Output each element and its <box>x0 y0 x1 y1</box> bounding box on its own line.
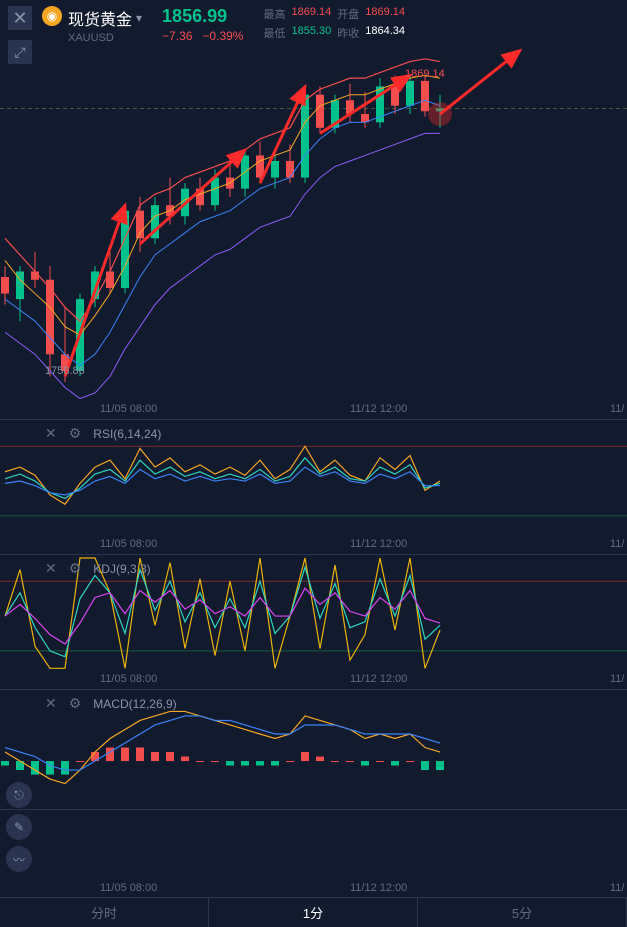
prev-label: 昨收 <box>337 25 359 41</box>
high-value: 1869.14 <box>291 6 331 22</box>
kdj-close-icon[interactable]: ✕ <box>45 560 57 577</box>
instrument-icon: ◉ <box>42 6 62 26</box>
drawing-tools: ⎋ ✎ 〰 <box>6 782 32 872</box>
low-label: 最低 <box>263 25 285 41</box>
rsi-panel[interactable]: ✕ ⚙ RSI(6,14,24) 11/05 08:0011/12 12:001… <box>0 420 627 555</box>
macd-close-icon[interactable]: ✕ <box>45 695 57 712</box>
high-label: 最高 <box>263 6 285 22</box>
rsi-close-icon[interactable]: ✕ <box>45 425 57 442</box>
last-price: 1856.99 <box>162 6 243 27</box>
bottom-time-axis: 11/05 08:0011/12 12:0011/ <box>0 882 627 897</box>
timeframe-分时[interactable]: 分时 <box>0 898 209 927</box>
timeframe-buttons: 分时1分5分 <box>0 897 627 927</box>
low-value: 1855.30 <box>291 25 331 41</box>
macd-settings-icon[interactable]: ⚙ <box>69 695 82 712</box>
open-value: 1869.14 <box>365 6 405 22</box>
rsi-settings-icon[interactable]: ⚙ <box>69 425 82 442</box>
macd-panel[interactable]: ✕ ⚙ MACD(12,26,9) <box>0 690 627 810</box>
candlestick-panel[interactable]: 1869.14 1758.86 11/05 08:0011/12 12:0011… <box>0 40 627 420</box>
rsi-label: RSI(6,14,24) <box>93 427 161 441</box>
tool-pencil[interactable]: ✎ <box>6 814 32 840</box>
low-annotation: 1758.86 <box>45 365 85 377</box>
tool-indicator[interactable]: 〰 <box>6 846 32 872</box>
timeframe-1分[interactable]: 1分 <box>209 898 418 927</box>
instrument-caret-icon[interactable]: ▾ <box>136 11 142 25</box>
macd-label: MACD(12,26,9) <box>93 697 176 711</box>
close-button[interactable]: ✕ <box>8 6 32 30</box>
kdj-settings-icon[interactable]: ⚙ <box>69 560 82 577</box>
open-label: 开盘 <box>337 6 359 22</box>
high-annotation: 1869.14 <box>405 68 445 80</box>
timeframe-5分[interactable]: 5分 <box>418 898 627 927</box>
tool-brush[interactable]: ⎋ <box>6 782 32 808</box>
prev-value: 1864.34 <box>365 25 405 41</box>
instrument-name[interactable]: 现货黄金 <box>68 6 132 30</box>
kdj-label: KDJ(9,3,3) <box>93 562 150 576</box>
kdj-panel[interactable]: ✕ ⚙ KDJ(9,3,3) 11/05 08:0011/12 12:0011/ <box>0 555 627 690</box>
